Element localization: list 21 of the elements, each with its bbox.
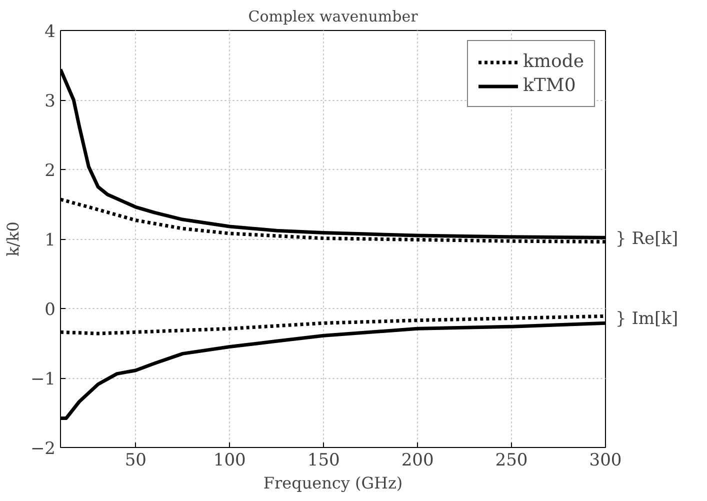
y-tick-label: −2 — [30, 439, 56, 459]
y-tick-label: 1 — [44, 230, 56, 250]
y-tick-label: 3 — [44, 92, 56, 112]
x-tick-label: 100 — [213, 450, 246, 470]
x-tick-label: 150 — [307, 450, 340, 470]
y-tick-label: 2 — [44, 161, 56, 181]
x-tick-label: 250 — [495, 450, 528, 470]
chart-title: Complex wavenumber — [248, 8, 419, 26]
legend-label: kmode — [523, 51, 584, 72]
x-tick-label: 50 — [124, 450, 146, 470]
x-tick-label: 200 — [401, 450, 434, 470]
y-tick-label: −1 — [30, 370, 56, 390]
x-tick-label: 300 — [589, 450, 622, 470]
line-series — [60, 314, 606, 336]
annotation: } Re[k] — [616, 229, 678, 249]
annotation: } Im[k] — [616, 308, 678, 329]
x-axis-title: Frequency (GHz) — [263, 474, 403, 492]
y-axis-title: k/k0 — [3, 222, 22, 256]
y-tick-label: 0 — [44, 300, 56, 320]
y-tick-label: 4 — [44, 22, 56, 42]
legend-label: kTM0 — [523, 75, 576, 96]
